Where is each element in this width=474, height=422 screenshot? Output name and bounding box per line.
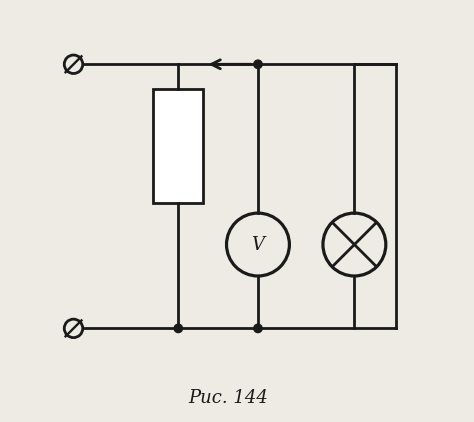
Circle shape bbox=[254, 324, 262, 333]
Circle shape bbox=[174, 324, 182, 333]
Text: Рис. 144: Рис. 144 bbox=[189, 389, 269, 406]
Circle shape bbox=[254, 60, 262, 68]
Text: V: V bbox=[252, 235, 264, 254]
Bar bbox=[153, 89, 203, 203]
